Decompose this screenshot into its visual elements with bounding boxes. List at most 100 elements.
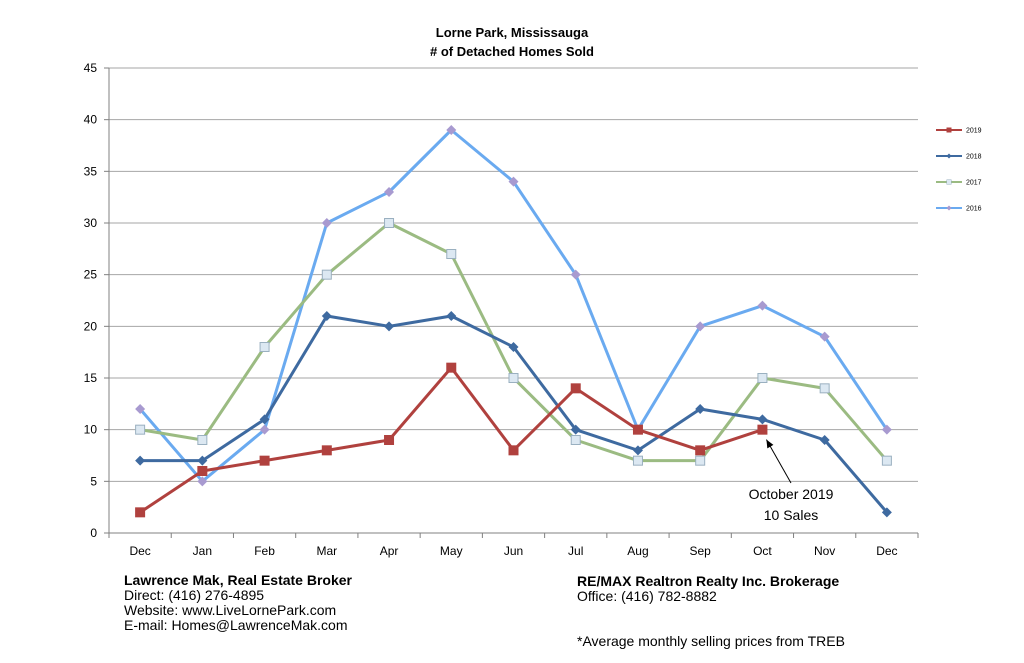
annotation-line-2: 10 Sales xyxy=(764,507,818,523)
brokerage-phone: Office: (416) 782-8882 xyxy=(577,588,717,604)
legend-label-2018: 2018 xyxy=(966,154,982,161)
legend-label-2019: 2019 xyxy=(966,128,982,135)
series-2017 xyxy=(135,218,892,466)
chart-subtitle: # of Detached Homes Sold xyxy=(430,44,594,59)
point-2017-2 xyxy=(259,342,270,352)
x-tick-label: May xyxy=(440,544,463,558)
legend-marker-2017 xyxy=(946,179,952,185)
x-tick-label: Jan xyxy=(193,544,212,558)
legend: 2019 2018 2017 2016 xyxy=(936,127,982,213)
point-2019-9 xyxy=(695,445,706,456)
broker-email: E-mail: Homes@LawrenceMak.com xyxy=(124,617,348,633)
brokerage-info: RE/MAX Realtron Realty Inc. Brokerage Of… xyxy=(577,574,839,604)
annotation: October 2019 10 Sales xyxy=(749,439,834,523)
point-2016-7 xyxy=(570,269,581,280)
point-2018-11 xyxy=(819,435,830,445)
point-2018-6 xyxy=(508,342,519,352)
x-tick-label: Jul xyxy=(568,544,583,558)
annotation-line-1: October 2019 xyxy=(749,486,834,502)
point-2017-8 xyxy=(632,455,643,466)
x-tick-label: Sep xyxy=(690,544,712,558)
y-tick-label: 10 xyxy=(84,423,98,437)
point-2016-4 xyxy=(384,187,395,197)
point-2016-11 xyxy=(819,331,830,342)
point-2016-2 xyxy=(259,424,270,435)
point-2018-5 xyxy=(446,311,457,321)
point-2017-7 xyxy=(570,435,581,445)
point-2017-0 xyxy=(135,424,146,435)
y-tick-label: 25 xyxy=(84,268,98,282)
point-2017-5 xyxy=(446,249,457,259)
legend-marker-2018 xyxy=(946,153,952,159)
legend-marker-2019 xyxy=(946,127,952,133)
x-tick-label: Apr xyxy=(380,544,399,558)
chart-title: Lorne Park, Mississauga xyxy=(436,25,589,40)
broker-phone: Direct: (416) 276-4895 xyxy=(124,587,265,603)
point-2018-12 xyxy=(881,507,892,518)
y-tick-label: 45 xyxy=(84,61,98,75)
point-2017-4 xyxy=(384,218,395,228)
point-2018-3 xyxy=(321,311,332,321)
point-2017-6 xyxy=(508,373,519,383)
x-tick-label: Oct xyxy=(753,544,772,558)
annotation-arrowhead xyxy=(766,439,774,449)
point-2016-10 xyxy=(757,300,768,311)
footnote: *Average monthly selling prices from TRE… xyxy=(577,633,845,649)
point-2016-1 xyxy=(197,476,208,487)
broker-website: Website: www.LiveLornePark.com xyxy=(124,602,337,618)
y-axis-tick-labels: 0 5 10 15 20 25 30 35 40 45 xyxy=(84,61,98,540)
line-chart: Lorne Park, Mississauga # of Detached Ho… xyxy=(84,25,982,558)
point-2017-9 xyxy=(695,455,706,466)
point-2019-8 xyxy=(632,424,643,435)
point-2016-6 xyxy=(508,176,519,187)
point-2019-0 xyxy=(135,507,146,518)
y-tick-label: 5 xyxy=(90,474,97,488)
x-tick-label: Dec xyxy=(129,544,150,558)
broker-contact: Lawrence Mak, Real Estate Broker Direct:… xyxy=(124,573,352,633)
point-2019-6 xyxy=(508,445,519,456)
brokerage-name: RE/MAX Realtron Realty Inc. Brokerage xyxy=(577,573,840,589)
point-2019-2 xyxy=(259,455,270,466)
point-2019-7 xyxy=(570,383,581,394)
axes xyxy=(104,67,919,538)
series-lines xyxy=(135,125,892,518)
x-tick-label: Jun xyxy=(504,544,523,558)
x-tick-label: Mar xyxy=(316,544,337,558)
legend-label-2017: 2017 xyxy=(966,180,982,187)
y-tick-label: 20 xyxy=(84,319,98,333)
point-2018-9 xyxy=(695,404,706,414)
point-2017-11 xyxy=(819,383,830,394)
point-2017-12 xyxy=(881,455,892,466)
point-2019-4 xyxy=(384,435,395,445)
point-2016-12 xyxy=(881,424,892,435)
series-2019 xyxy=(135,362,768,518)
point-2018-1 xyxy=(197,455,208,466)
point-2016-0 xyxy=(135,404,146,414)
point-2016-3 xyxy=(321,218,332,228)
point-2019-3 xyxy=(321,445,332,456)
x-tick-label: Dec xyxy=(876,544,897,558)
point-2019-10 xyxy=(757,424,768,435)
y-tick-label: 0 xyxy=(90,526,97,540)
point-2017-1 xyxy=(197,435,208,445)
point-2018-2 xyxy=(259,414,270,425)
point-2018-8 xyxy=(632,445,643,456)
legend-label-2016: 2016 xyxy=(966,206,982,213)
point-2018-4 xyxy=(384,321,395,332)
series-2018 xyxy=(135,311,892,518)
legend-marker-2016 xyxy=(946,205,952,211)
y-tick-label: 35 xyxy=(84,164,98,178)
point-2018-0 xyxy=(135,455,146,466)
point-2017-10 xyxy=(757,373,768,383)
point-2018-7 xyxy=(570,424,581,435)
point-2018-10 xyxy=(757,414,768,425)
point-2019-5 xyxy=(446,362,457,373)
gridlines xyxy=(109,67,918,482)
y-tick-label: 30 xyxy=(84,216,98,230)
x-axis-tick-labels: Dec Jan Feb Mar Apr May Jun Jul Aug Sep Oct Nov Dec xyxy=(129,544,897,558)
point-2017-3 xyxy=(321,269,332,280)
y-tick-label: 40 xyxy=(84,113,98,127)
broker-name: Lawrence Mak, Real Estate Broker xyxy=(124,572,352,588)
series-2016 xyxy=(135,125,892,487)
annotation-arrow xyxy=(765,439,792,484)
